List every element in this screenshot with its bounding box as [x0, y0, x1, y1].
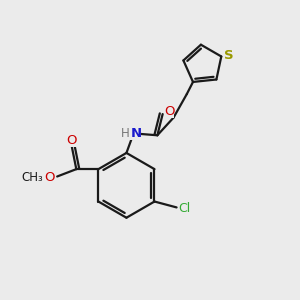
Text: O: O	[45, 172, 55, 184]
Text: CH₃: CH₃	[22, 172, 44, 184]
Text: S: S	[224, 49, 233, 62]
Text: O: O	[164, 105, 174, 118]
Text: H: H	[121, 127, 129, 140]
Text: Cl: Cl	[179, 202, 191, 215]
Text: N: N	[130, 127, 141, 140]
Text: O: O	[66, 134, 77, 147]
